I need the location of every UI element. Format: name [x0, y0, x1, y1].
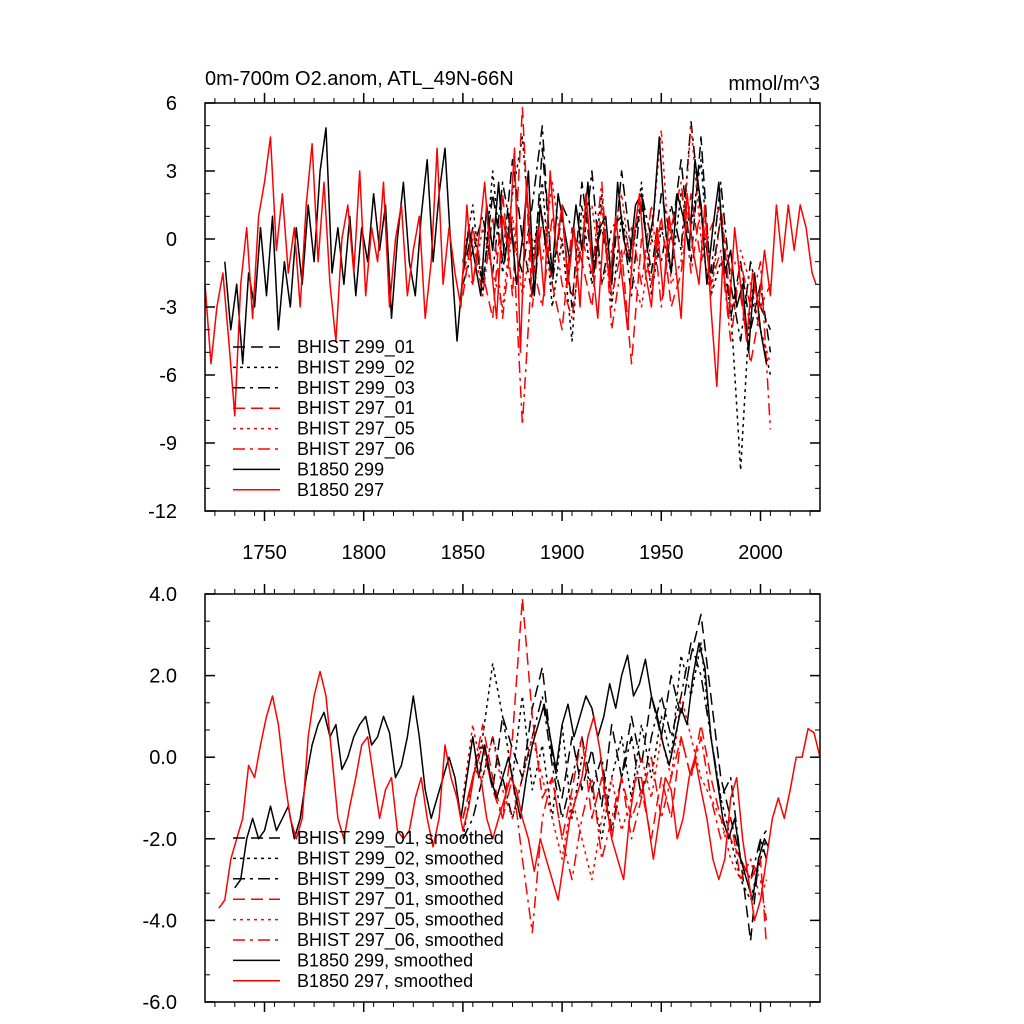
legend-label: B1850 297, smoothed	[297, 971, 473, 991]
x-tick-label: 1950	[639, 542, 684, 564]
legend-label: BHIST 299_03	[297, 378, 415, 399]
top-panel: 0m-700m O2.anom, ATL_49N-66N mmol/m^3 -1…	[148, 68, 821, 564]
x-tick-label: 1850	[441, 542, 486, 564]
legend-label: B1850 299	[297, 459, 384, 479]
chart-title: 0m-700m O2.anom, ATL_49N-66N	[205, 68, 514, 90]
series-line-6	[234, 642, 770, 901]
y-tick-label: 3	[166, 161, 177, 183]
y-tick-label: -9	[159, 433, 177, 455]
series-line-5	[462, 181, 772, 430]
y-tick-label: -2.0	[143, 829, 177, 851]
bottom-series-group	[218, 597, 821, 945]
series-line-3	[462, 597, 768, 945]
series-line-7	[218, 670, 821, 922]
x-tick-label: 1800	[341, 542, 386, 564]
legend-label: BHIST 299_02	[297, 357, 415, 378]
y-tick-label: -6.0	[143, 992, 177, 1014]
y-tick-label: 4.0	[149, 584, 177, 606]
y-tick-label: 0	[166, 229, 177, 251]
x-tick-label: 2000	[738, 542, 783, 564]
x-tick-label: 1750	[242, 542, 287, 564]
chart-units: mmol/m^3	[728, 73, 820, 95]
legend-label: BHIST 297_01, smoothed	[297, 889, 504, 910]
legend-label: BHIST 297_05	[297, 419, 415, 440]
top-series-group	[204, 106, 817, 471]
legend-label: B1850 297	[297, 480, 384, 500]
series-line-4	[462, 124, 772, 364]
legend-label: BHIST 297_06	[297, 439, 415, 460]
legend-label: BHIST 297_01	[297, 398, 415, 419]
y-tick-label: 6	[166, 93, 177, 115]
series-line-0	[462, 613, 768, 942]
legend-label: BHIST 299_01, smoothed	[297, 828, 504, 849]
series-line-6	[224, 127, 768, 365]
legend-label: BHIST 299_02, smoothed	[297, 848, 504, 869]
y-tick-label: -4.0	[143, 910, 177, 932]
y-tick-label: -3	[159, 297, 177, 319]
y-tick-label: 2.0	[149, 666, 177, 688]
series-line-7	[204, 136, 817, 417]
y-tick-label: 0.0	[149, 747, 177, 769]
y-tick-label: -12	[148, 501, 177, 523]
bottom-panel: -6.0 -4.0 -2.0 0.0 2.0 4.0 BHIST 299_01, smoo…	[143, 584, 821, 1014]
legend-label: BHIST 299_03, smoothed	[297, 869, 504, 890]
series-line-2	[462, 642, 768, 881]
y-tick-label: -6	[159, 365, 177, 387]
bottom-axes: -6.0 -4.0 -2.0 0.0 2.0 4.0	[143, 584, 820, 1014]
legend-label: BHIST 299_01	[297, 337, 415, 358]
legend-label: BHIST 297_06, smoothed	[297, 930, 504, 951]
legend-label: BHIST 297_05, smoothed	[297, 910, 504, 931]
x-tick-label: 1900	[540, 542, 585, 564]
top-axes: -12 -9 -6 -3 0 3 6 1750 1800 1850 1900 1950 2000	[148, 93, 820, 564]
series-line-4	[462, 695, 768, 901]
legend-label: B1850 299, smoothed	[297, 950, 473, 970]
